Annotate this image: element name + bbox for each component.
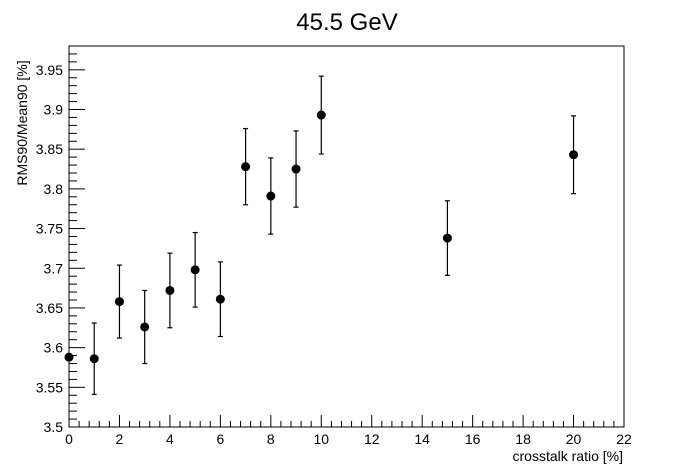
- x-tick-label: 14: [414, 431, 430, 447]
- y-tick-label: 3.6: [44, 340, 64, 356]
- y-axis-label: RMS90/Mean90 [%]: [14, 60, 30, 185]
- y-tick-label: 3.75: [36, 221, 63, 237]
- y-tick-label: 3.7: [44, 260, 64, 276]
- data-point: [215, 294, 225, 304]
- y-tick-label: 3.85: [36, 141, 63, 157]
- data-point: [64, 352, 74, 362]
- y-axis: 3.5 3.55 3.6 3.65 3.7 3.75 3.8 3.85 3.9 3.95: [36, 45, 85, 435]
- x-tick-label: 22: [616, 431, 632, 447]
- y-tick-label: 3.95: [36, 62, 63, 78]
- y-tick-label: 3.9: [44, 102, 64, 118]
- data-points: [64, 75, 579, 396]
- x-tick-label: 18: [515, 431, 531, 447]
- data-point: [569, 150, 579, 160]
- y-tick-label: 3.65: [36, 300, 63, 316]
- y-tick-label: 3.8: [44, 181, 64, 197]
- y-tick-label: 3.5: [44, 419, 64, 435]
- y-tick-label: 3.55: [36, 379, 63, 395]
- data-point: [316, 110, 326, 120]
- x-tick-label: 0: [65, 431, 73, 447]
- x-tick-label: 6: [216, 431, 224, 447]
- data-point: [266, 191, 276, 201]
- plot-border: [68, 45, 625, 428]
- data-point: [114, 297, 124, 307]
- x-axis: 0 2 4 6 8 10 12 14 16 18 20 22: [65, 415, 632, 447]
- x-tick-label: 10: [313, 431, 329, 447]
- plot-frame: [68, 45, 625, 428]
- x-tick-label: 16: [465, 431, 481, 447]
- x-tick-label: 12: [364, 431, 380, 447]
- data-point: [442, 233, 452, 243]
- data-point: [89, 354, 99, 364]
- data-point: [291, 164, 301, 174]
- x-tick-label: 2: [116, 431, 124, 447]
- data-point: [241, 162, 251, 172]
- x-tick-label: 8: [267, 431, 275, 447]
- chart-title: 45.5 GeV: [296, 9, 397, 36]
- x-tick-label: 4: [166, 431, 174, 447]
- data-point: [140, 322, 150, 332]
- x-axis-label: crosstalk ratio [%]: [513, 448, 623, 464]
- data-point: [190, 265, 200, 275]
- data-point: [165, 285, 175, 295]
- x-tick-label: 20: [566, 431, 582, 447]
